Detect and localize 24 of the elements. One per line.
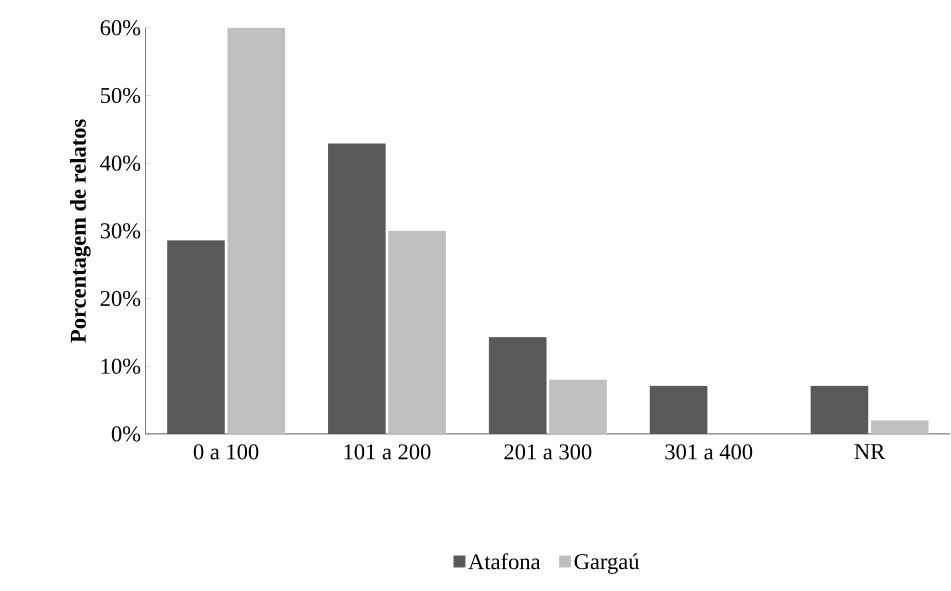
y-axis-title: Porcentagem de relatos [70,119,91,343]
bar [650,386,708,434]
y-tick-label: 50% [101,88,140,104]
x-tick-label: 0 a 100 [194,444,258,460]
bar [488,337,547,434]
bar [328,144,386,434]
bar [870,420,928,434]
y-tick-label: 60% [100,20,140,36]
bar [810,386,868,434]
y-tick-label: 0% [112,426,140,442]
legend-label: Gargaú [574,553,640,574]
y-tick-label: 10% [102,358,140,374]
legend-label: Atafona [468,553,540,570]
bar [549,380,607,434]
y-tick-label: 40% [100,156,140,171]
bar [388,230,446,434]
bar [227,28,286,434]
x-tick-label: 201 a 300 [504,444,592,460]
bar [167,240,225,434]
x-tick-label: NR [854,444,886,460]
y-tick-label: 30% [100,223,140,239]
x-tick-label: 301 a 400 [665,444,752,460]
y-tick-label: 20% [100,291,140,306]
x-tick-label: 101 a 200 [344,444,430,460]
